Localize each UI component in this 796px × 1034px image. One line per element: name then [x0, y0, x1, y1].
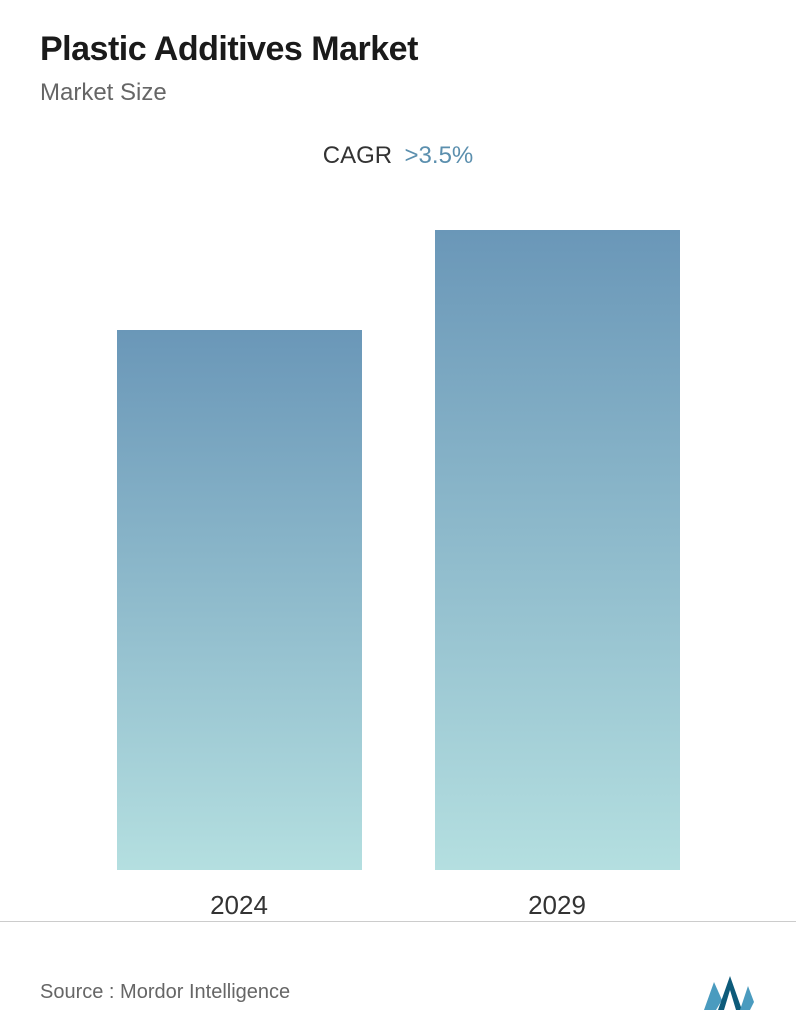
cagr-row: CAGR >3.5% [40, 142, 756, 170]
bar-label-1: 2029 [528, 890, 586, 921]
logo-icon [702, 972, 756, 1012]
chart-container: Plastic Additives Market Market Size CAG… [0, 0, 796, 1034]
bar-group-1: 2029 [435, 230, 680, 921]
bar-group-0: 2024 [117, 230, 362, 921]
source-label: Source : [40, 981, 114, 1003]
cagr-value: >3.5% [405, 142, 474, 169]
source-text: Source : Mordor Intelligence [40, 981, 290, 1004]
chart-area: 2024 2029 [40, 190, 756, 921]
footer-divider [0, 921, 796, 922]
source-name: Mordor Intelligence [120, 981, 290, 1003]
cagr-label: CAGR [323, 142, 392, 169]
footer: Source : Mordor Intelligence [40, 942, 756, 1012]
chart-title: Plastic Additives Market [40, 30, 756, 69]
bar-0 [117, 330, 362, 870]
chart-subtitle: Market Size [40, 79, 756, 107]
bar-1 [435, 230, 680, 870]
bar-label-0: 2024 [210, 890, 268, 921]
